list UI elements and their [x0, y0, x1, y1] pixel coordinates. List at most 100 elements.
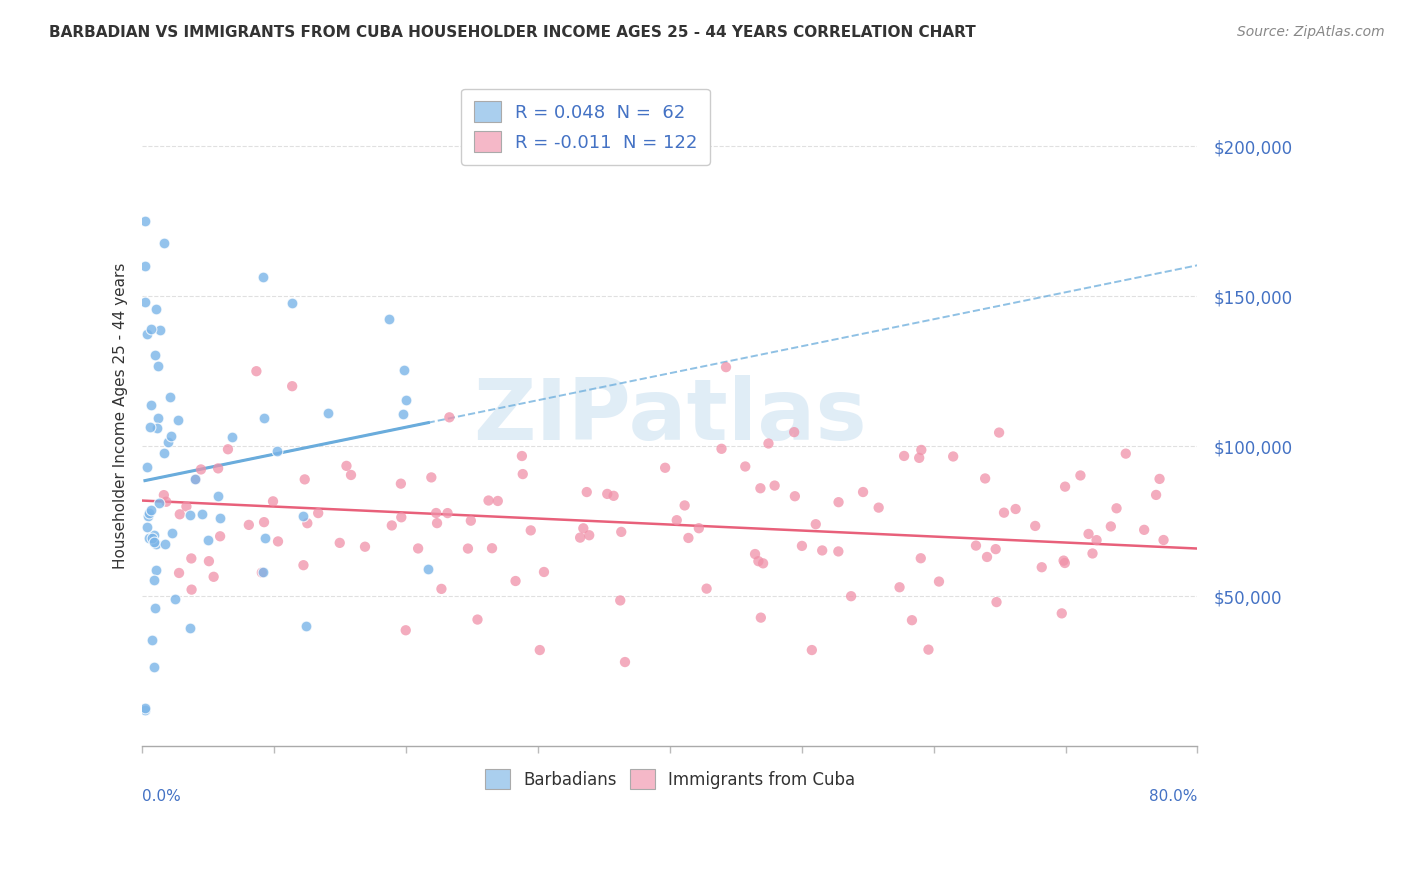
- Point: [1077, 527, 1099, 541]
- Point: [190, 462, 212, 476]
- Point: [893, 449, 915, 463]
- Point: [292, 558, 315, 573]
- Point: [146, 359, 169, 373]
- Point: [749, 610, 772, 624]
- Point: [430, 582, 453, 596]
- Point: [1004, 502, 1026, 516]
- Point: [420, 470, 443, 484]
- Point: [145, 537, 167, 551]
- Point: [141, 322, 163, 336]
- Point: [141, 632, 163, 647]
- Text: 0.0%: 0.0%: [142, 789, 181, 804]
- Point: [180, 582, 202, 597]
- Point: [486, 494, 509, 508]
- Point: [253, 531, 276, 545]
- Point: [519, 524, 541, 538]
- Point: [1050, 607, 1073, 621]
- Point: [253, 410, 276, 425]
- Point: [146, 411, 169, 425]
- Point: [533, 565, 555, 579]
- Y-axis label: Householder Income Ages 25 - 44 years: Householder Income Ages 25 - 44 years: [114, 263, 128, 569]
- Point: [418, 561, 440, 575]
- Point: [714, 360, 737, 375]
- Point: [696, 582, 718, 596]
- Point: [143, 528, 166, 542]
- Point: [139, 503, 162, 517]
- Point: [267, 534, 290, 549]
- Point: [602, 489, 624, 503]
- Point: [901, 613, 924, 627]
- Point: [149, 323, 172, 337]
- Point: [145, 301, 167, 316]
- Point: [578, 528, 600, 542]
- Point: [176, 500, 198, 514]
- Point: [1054, 480, 1077, 494]
- Point: [614, 655, 637, 669]
- Point: [392, 407, 415, 421]
- Point: [138, 532, 160, 546]
- Point: [457, 541, 479, 556]
- Point: [596, 487, 619, 501]
- Point: [207, 461, 229, 475]
- Point: [160, 428, 183, 442]
- Point: [1024, 519, 1046, 533]
- Point: [143, 534, 166, 549]
- Point: [307, 506, 329, 520]
- Point: [252, 565, 274, 579]
- Point: [1031, 560, 1053, 574]
- Point: [252, 270, 274, 285]
- Point: [153, 537, 176, 551]
- Point: [477, 493, 499, 508]
- Point: [426, 516, 449, 530]
- Point: [155, 494, 177, 508]
- Point: [335, 458, 357, 473]
- Point: [1144, 488, 1167, 502]
- Point: [295, 619, 318, 633]
- Point: [143, 573, 166, 587]
- Point: [804, 517, 827, 532]
- Point: [138, 508, 160, 523]
- Point: [221, 430, 243, 444]
- Point: [167, 413, 190, 427]
- Point: [190, 507, 212, 521]
- Point: [340, 467, 363, 482]
- Point: [316, 406, 339, 420]
- Point: [146, 420, 169, 434]
- Point: [143, 348, 166, 362]
- Point: [184, 472, 207, 486]
- Point: [141, 531, 163, 545]
- Point: [389, 510, 412, 524]
- Point: [217, 442, 239, 457]
- Point: [910, 442, 932, 457]
- Point: [984, 542, 1007, 557]
- Point: [436, 506, 458, 520]
- Point: [377, 311, 399, 326]
- Point: [1069, 468, 1091, 483]
- Point: [1085, 533, 1108, 548]
- Point: [143, 601, 166, 615]
- Point: [1133, 523, 1156, 537]
- Point: [156, 435, 179, 450]
- Point: [294, 472, 316, 486]
- Point: [148, 496, 170, 510]
- Point: [988, 425, 1011, 440]
- Point: [800, 643, 823, 657]
- Point: [993, 506, 1015, 520]
- Point: [134, 259, 156, 273]
- Text: ZIPatlas: ZIPatlas: [472, 375, 866, 458]
- Point: [917, 642, 939, 657]
- Point: [678, 531, 700, 545]
- Point: [1153, 533, 1175, 547]
- Point: [134, 295, 156, 310]
- Text: BARBADIAN VS IMMIGRANTS FROM CUBA HOUSEHOLDER INCOME AGES 25 - 44 YEARS CORRELAT: BARBADIAN VS IMMIGRANTS FROM CUBA HOUSEH…: [49, 25, 976, 40]
- Point: [481, 541, 503, 556]
- Point: [910, 551, 932, 566]
- Point: [734, 459, 756, 474]
- Point: [572, 521, 595, 535]
- Point: [142, 659, 165, 673]
- Point: [1053, 556, 1076, 570]
- Point: [197, 533, 219, 548]
- Point: [209, 510, 232, 524]
- Point: [238, 517, 260, 532]
- Point: [986, 595, 1008, 609]
